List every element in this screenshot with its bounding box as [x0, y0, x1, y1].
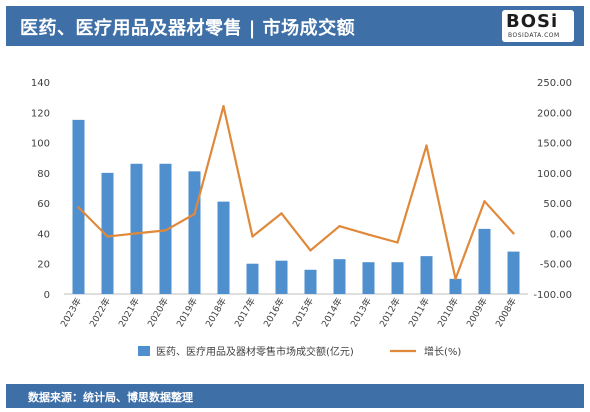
left-axis-tick-label: 0 — [44, 290, 50, 301]
x-tick-label: 2020年 — [145, 296, 171, 330]
bar — [478, 228, 491, 294]
bar — [391, 262, 404, 294]
data-source: 数据来源：统计局、博思数据整理 — [28, 391, 193, 404]
bar — [449, 278, 462, 294]
left-axis-tick-label: 100 — [31, 139, 50, 150]
right-axis-tick-label: 150.00 — [537, 139, 572, 150]
chart-svg: 0 20 40 60 80 100 120 140 -100.00 -50.00 0.00 50.00… — [31, 78, 572, 358]
legend-bar-label: 医药、医疗用品及器材零售市场成交额(亿元) — [156, 345, 354, 358]
left-axis-tick-label: 140 — [31, 78, 50, 89]
growth-point — [164, 229, 167, 232]
growth-line — [77, 105, 515, 280]
growth-point — [512, 232, 515, 235]
left-axis-tick-label: 40 — [37, 229, 50, 240]
growth-point — [193, 212, 196, 216]
left-axis-tick-label: 20 — [37, 260, 50, 271]
bar — [101, 172, 114, 294]
legend-bar-swatch — [138, 346, 150, 356]
bar — [420, 256, 433, 294]
x-tick-label: 2012年 — [377, 296, 403, 330]
x-tick-label: 2018年 — [203, 296, 229, 330]
legend-line-label: 增长(%) — [424, 345, 461, 358]
x-tick-label: 2011年 — [406, 296, 432, 330]
right-axis-tick-label: 50.00 — [543, 199, 572, 210]
bar — [130, 163, 143, 294]
right-axis-tick-label: 100.00 — [537, 169, 572, 180]
x-tick-label: 2014年 — [319, 296, 345, 330]
growth-point — [367, 233, 370, 236]
bosi-logo: BOSi BOSIDATA.COM — [502, 10, 574, 42]
bar — [507, 251, 520, 294]
bar — [304, 269, 317, 294]
bar — [275, 260, 288, 294]
x-tick-label: 2023年 — [58, 296, 84, 330]
x-tick-label: 2013年 — [348, 296, 374, 330]
growth-point — [338, 224, 341, 228]
x-tick-label: 2022年 — [87, 296, 113, 330]
left-axis-tick-label: 80 — [37, 169, 50, 180]
x-tick-label: 2010年 — [435, 296, 461, 330]
bar — [159, 163, 172, 294]
growth-point — [454, 277, 457, 281]
x-tick-label: 2009年 — [464, 296, 490, 330]
left-axis-tick-label: 120 — [31, 108, 50, 119]
growth-point — [396, 241, 399, 244]
x-tick-label: 2008年 — [493, 296, 519, 330]
right-axis-tick-label: -100.00 — [533, 290, 572, 301]
left-axis-tick-label: 60 — [37, 199, 50, 210]
right-axis-tick-label: 0.00 — [550, 229, 572, 240]
right-axis-tick-label: 250.00 — [537, 78, 572, 89]
bar — [217, 201, 230, 294]
growth-point — [309, 249, 312, 252]
growth-point — [77, 206, 80, 209]
x-tick-label: 2019年 — [174, 296, 200, 330]
x-tick-label: 2017年 — [232, 296, 258, 330]
bar — [188, 171, 201, 294]
bar — [333, 259, 346, 294]
bar — [246, 263, 259, 294]
growth-point — [483, 200, 486, 203]
bar — [362, 262, 375, 294]
chart-area: 0 20 40 60 80 100 120 140 -100.00 -50.00 0.00 50.00… — [6, 46, 584, 382]
chart-title: 医药、医疗用品及器材零售 | 市场成交额 — [20, 18, 356, 39]
growth-point — [222, 105, 225, 108]
chart-header: 医药、医疗用品及器材零售 | 市场成交额 BOSi BOSIDATA.COM — [6, 6, 584, 46]
growth-point — [425, 144, 428, 147]
x-tick-label: 2016年 — [261, 296, 287, 330]
logo-text: BOSi — [506, 11, 559, 32]
x-tick-label: 2021年 — [116, 296, 142, 330]
right-axis-tick-label: 200.00 — [537, 108, 572, 119]
growth-point — [280, 212, 283, 215]
growth-point — [106, 235, 109, 238]
right-axis-tick-label: -50.00 — [540, 260, 572, 271]
growth-point — [251, 235, 254, 238]
chart-footer: 数据来源：统计局、博思数据整理 — [6, 384, 584, 408]
logo-subtext: BOSIDATA.COM — [508, 32, 560, 39]
x-tick-label: 2015年 — [290, 296, 316, 330]
growth-point — [135, 232, 138, 235]
